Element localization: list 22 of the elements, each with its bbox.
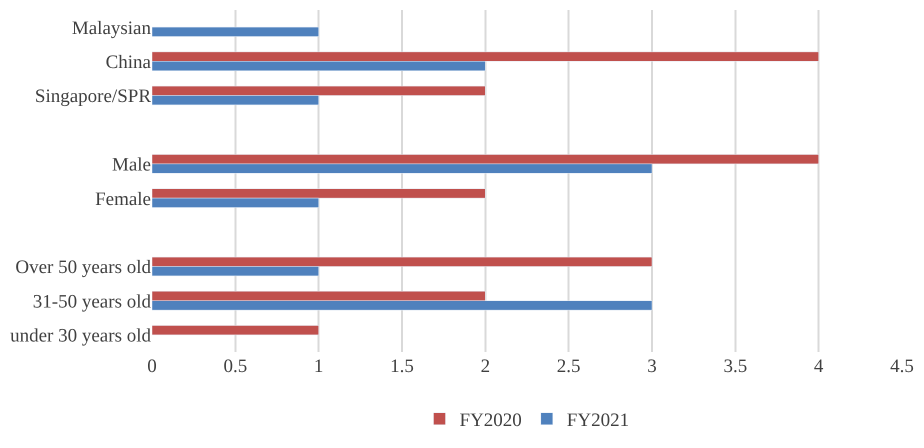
y-tick-label: Malaysian [72, 18, 152, 39]
x-tick-label: 2 [480, 356, 490, 377]
y-tick-label: Over 50 years old [15, 257, 152, 278]
y-tick-label: Male [112, 154, 151, 176]
y-tick-label: 31-50 years old [32, 291, 152, 312]
y-tick-label: Singapore/SPR [34, 86, 152, 108]
x-tick-label: 3.5 [723, 356, 748, 377]
legend-label: FY2021 [566, 410, 630, 432]
x-tick-label: 4 [814, 356, 824, 377]
x-tick-label: 3 [647, 356, 657, 377]
x-tick-label: 1 [314, 356, 324, 377]
x-tick-label: 0.5 [223, 356, 248, 377]
x-tick-label: 0 [147, 356, 157, 377]
x-tick-label: 1.5 [390, 356, 414, 377]
bar [152, 26, 319, 37]
y-tick-label: under 30 years old [10, 326, 152, 347]
y-tick-label: Female [95, 188, 151, 210]
x-tick-label: 4.5 [890, 356, 914, 377]
y-tick-label: China [106, 52, 152, 73]
bar [152, 325, 319, 336]
x-tick-label: 2.5 [556, 356, 581, 377]
legend-label: FY2020 [460, 410, 522, 432]
